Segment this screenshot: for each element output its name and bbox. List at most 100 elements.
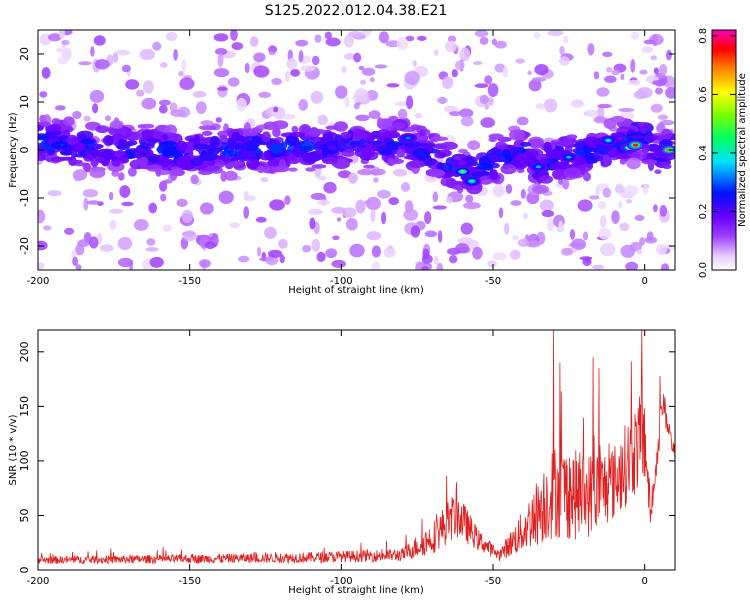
spectrogram-blob [121, 201, 134, 207]
spectrogram-blob [181, 209, 193, 224]
spectrogram-band-blob [538, 175, 554, 184]
spectrogram-blob [480, 117, 496, 128]
spectrogram-blob [295, 39, 309, 47]
spectrogram-blob [318, 175, 327, 181]
spectrogram-band-blob [419, 143, 436, 148]
spectrogram-band-blob [198, 125, 217, 131]
spectrogram-blob [449, 255, 458, 264]
spectrogram-band-blob [148, 155, 160, 163]
spectrogram-blob [445, 40, 457, 53]
spectrogram-y-tick-label: -20 [18, 237, 31, 255]
spectrogram-blob [93, 35, 106, 46]
spectrogram-blob [149, 256, 164, 268]
spectrogram-blob [118, 172, 125, 181]
spectrogram-band-blob [176, 140, 188, 152]
spectrogram-band-blob [235, 135, 248, 142]
spectrogram-blob [515, 58, 525, 64]
spectrogram-band-blob [477, 162, 493, 169]
spectrogram-blob [56, 47, 64, 53]
spectrogram-blob [353, 52, 362, 63]
spectrogram-blob [152, 41, 162, 51]
spectrogram-blob [634, 214, 645, 221]
spectrogram-band-blob [74, 159, 83, 164]
spectrogram-blob [388, 197, 400, 206]
spectrogram-blob [509, 249, 521, 260]
spectrogram-band-blob [495, 141, 508, 150]
spectrogram-band-blob [285, 135, 300, 147]
spectrogram-blob [665, 87, 675, 99]
snr-y-tick-label: 50 [18, 508, 31, 522]
spectrogram-blob [332, 235, 340, 241]
snr-x-label: Height of straight line (km) [288, 585, 424, 596]
spectrogram-blob [255, 216, 267, 223]
spectrogram-blob [176, 198, 188, 207]
spectrogram-band-blob [377, 117, 384, 126]
spectrogram-band-blob [198, 153, 217, 162]
spectrogram-blob [204, 241, 216, 249]
spectrogram-blob [117, 236, 133, 251]
spectrogram-band-blob [528, 138, 544, 149]
spectrogram-blob [386, 83, 400, 88]
spectrogram-blob [311, 55, 320, 66]
spectrogram-blob [238, 255, 250, 263]
spectrogram-blob [360, 79, 366, 85]
spectrogram-hot-spot [405, 136, 411, 140]
snr-y-tick-label: 0 [18, 567, 31, 574]
spectrogram-blob [368, 110, 381, 120]
snr-panel: -200 -150 -100 -50 0 0 50 100 150 200 Height of … [8, 329, 676, 596]
spectrogram-blob [472, 246, 483, 260]
spectrogram-band-blob [328, 144, 337, 151]
spectrogram-blob [421, 254, 433, 264]
spectrogram-blob [323, 181, 337, 194]
spectrogram-blob [652, 80, 667, 86]
spectrogram-blob [159, 99, 171, 106]
spectrogram-blob [569, 229, 576, 240]
spectrogram-band-blob [115, 149, 125, 157]
spectrogram-blob [646, 231, 654, 241]
spectrogram-blob [559, 45, 565, 56]
spectrogram-blob [436, 262, 444, 270]
spectrogram-band-blob [138, 156, 148, 167]
spectrogram-blob [337, 170, 352, 179]
spectrogram-band-blob [207, 149, 214, 156]
spectrogram-marks [38, 30, 675, 270]
spectrogram-band-blob [614, 153, 629, 160]
spectrogram-blob [264, 226, 277, 239]
spectrogram-band-blob [118, 138, 127, 149]
spectrogram-blob [78, 61, 92, 66]
spectrogram-band-blob [396, 148, 406, 158]
spectrogram-blob [269, 199, 285, 211]
spectrogram-band-blob [80, 139, 95, 145]
colorbar-scale [711, 29, 737, 271]
spectrogram-blob [643, 39, 655, 45]
spectrogram-blob [474, 83, 489, 88]
spectrogram-blob [145, 247, 159, 252]
spectrogram-blob [487, 260, 497, 268]
spectrogram-blob [362, 30, 372, 37]
spectrogram-blob [349, 243, 365, 258]
spectrogram-blob [290, 69, 300, 77]
spectrogram-band-blob [352, 143, 363, 152]
spectrogram-blob [141, 97, 157, 110]
spectrogram-blob [284, 195, 291, 206]
spectrogram-blob [119, 185, 131, 198]
spectrogram-blob [522, 212, 528, 220]
spectrogram-blob [570, 238, 587, 251]
spectrogram-y-tick-label: 0 [18, 147, 31, 154]
spectrogram-blob [437, 230, 443, 243]
colorbar-tick-label: 0.0 [698, 262, 709, 278]
spectrogram-blob [182, 230, 197, 242]
spectrogram-band-blob [631, 134, 645, 140]
spectrogram-blob [371, 261, 380, 270]
spectrogram-blob [215, 48, 228, 56]
spectrogram-band-blob [229, 160, 244, 167]
spectrogram-band-blob [465, 194, 474, 204]
spectrogram-blob [504, 222, 510, 235]
spectrogram-blob [455, 243, 470, 254]
spectrogram-band-blob [137, 124, 147, 129]
spectrogram-band-blob [615, 134, 625, 143]
spectrogram-blob [279, 254, 285, 264]
spectrogram-band-blob [500, 164, 517, 175]
spectrogram-blob [344, 96, 350, 108]
snr-x-tick-label: 0 [641, 576, 647, 587]
